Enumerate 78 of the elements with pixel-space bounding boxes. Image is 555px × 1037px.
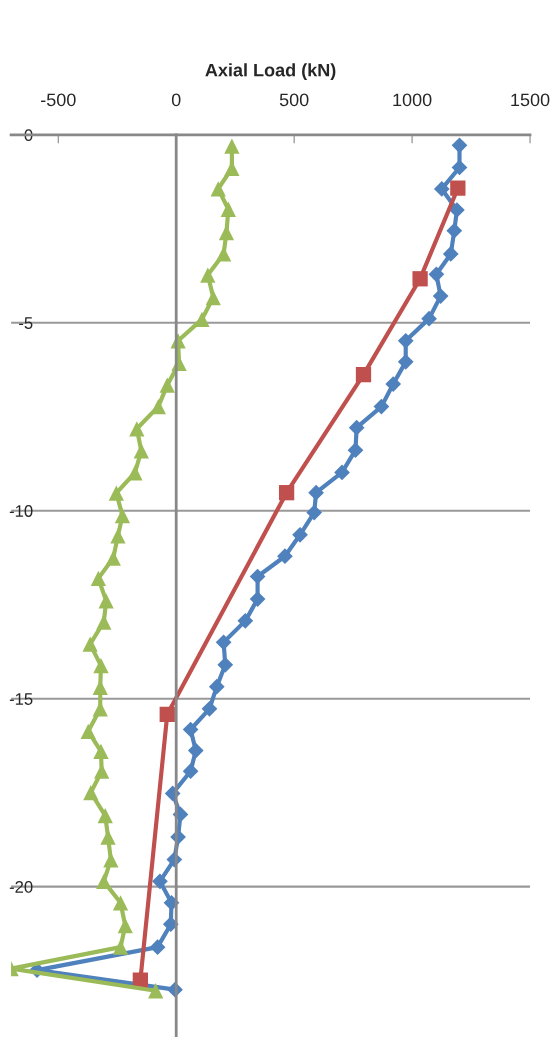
y-tick-label: -10	[9, 505, 33, 517]
point	[133, 443, 149, 459]
point	[200, 267, 216, 283]
point	[446, 222, 463, 239]
point	[442, 246, 459, 262]
point	[83, 785, 99, 801]
point	[148, 983, 164, 999]
point	[450, 180, 466, 196]
point	[127, 465, 143, 481]
point	[421, 310, 437, 327]
x-axis-title: Axial Load (kN)	[205, 63, 336, 81]
x-tick-label: 1000	[393, 93, 432, 107]
point	[210, 181, 226, 197]
point	[334, 464, 350, 481]
point	[93, 657, 109, 674]
x-tick-label: -500	[41, 93, 76, 107]
point	[355, 367, 372, 383]
x-tick-label: 0	[171, 93, 181, 107]
y-tick-label: -5	[19, 317, 33, 329]
point	[237, 613, 254, 629]
point	[205, 289, 221, 306]
point	[187, 742, 204, 759]
point	[112, 939, 129, 955]
point	[215, 246, 232, 262]
point	[82, 636, 98, 652]
point	[194, 311, 210, 328]
point	[103, 852, 119, 868]
point	[96, 873, 112, 890]
point	[220, 201, 236, 217]
point	[347, 442, 364, 459]
point	[208, 678, 225, 695]
point	[277, 548, 293, 565]
point	[278, 485, 295, 501]
point	[224, 138, 240, 154]
point	[182, 763, 199, 780]
point	[385, 376, 402, 392]
point	[129, 421, 145, 437]
point	[292, 526, 308, 543]
point	[90, 570, 107, 587]
x-tick-label: 500	[279, 93, 309, 107]
point	[397, 332, 414, 349]
point	[433, 181, 450, 197]
point	[182, 721, 199, 738]
point	[117, 918, 133, 934]
point	[96, 614, 112, 630]
point	[201, 700, 218, 717]
point	[451, 159, 468, 176]
point	[306, 504, 323, 521]
point	[348, 419, 365, 436]
y-tick-label: -20	[9, 881, 33, 893]
point	[249, 568, 266, 585]
point	[217, 656, 234, 673]
point	[397, 354, 414, 370]
point	[215, 634, 232, 651]
point	[159, 377, 175, 393]
point	[152, 873, 168, 890]
point	[80, 723, 96, 740]
y-tick-label: -15	[9, 693, 33, 705]
point	[100, 829, 116, 845]
point	[114, 507, 131, 524]
point	[110, 528, 126, 544]
point	[451, 137, 468, 154]
point	[149, 939, 166, 956]
point	[98, 593, 114, 609]
point	[150, 398, 166, 415]
point	[105, 550, 121, 566]
point	[428, 266, 445, 283]
point	[373, 398, 390, 415]
point	[112, 895, 129, 911]
point	[97, 807, 113, 824]
point	[432, 288, 449, 304]
point	[412, 271, 428, 287]
point	[249, 591, 266, 607]
point	[93, 743, 109, 759]
point	[159, 706, 175, 723]
point	[308, 484, 324, 501]
point	[108, 485, 124, 501]
x-tick-label: 1500	[511, 93, 550, 107]
